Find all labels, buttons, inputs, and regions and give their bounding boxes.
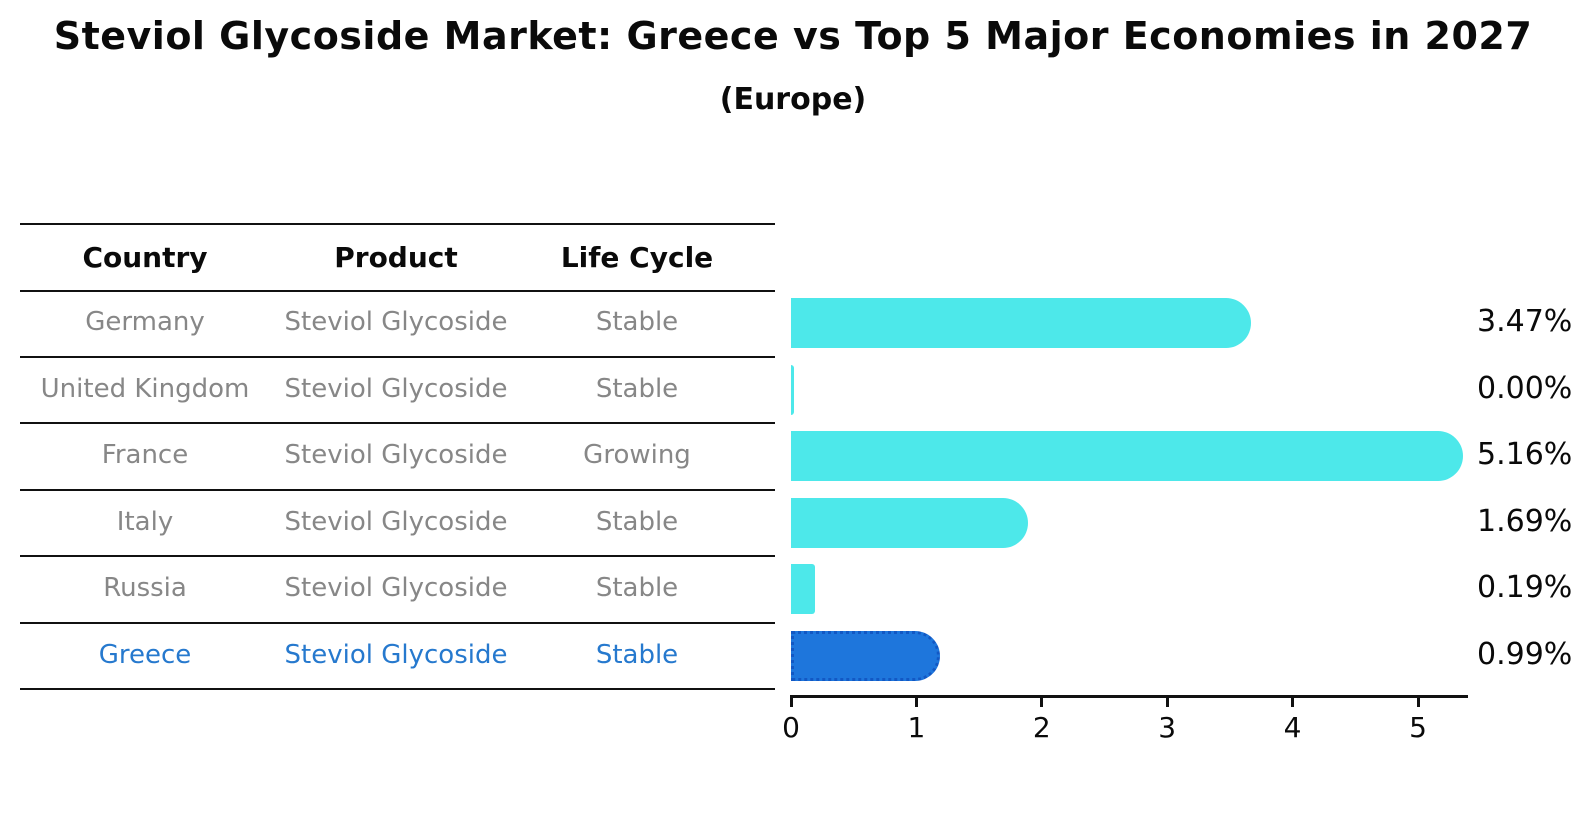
column-header-country: Country [82,241,208,274]
table-cell-life-cycle-germany: Stable [595,307,679,337]
table-cell-product-germany: Steviol Glycoside [284,307,508,337]
value-label-italy: 1.69% [1477,503,1573,539]
page-subtitle: (Europe) [719,82,867,117]
table-cell-life-cycle-france: Growing [583,440,691,470]
table-cell-product-italy: Steviol Glycoside [284,506,508,537]
table-cell-life-cycle-united-kingdom: Stable [595,373,679,404]
bar-greece [791,630,941,681]
x-axis-tick-label-0: 0 [782,711,800,744]
table-cell-life-cycle-greece: Stable [595,639,679,670]
value-label-united-kingdom: 0.00% [1477,370,1573,406]
x-axis-tick-1 [914,698,918,707]
bar-united-kingdom [791,364,794,415]
bar-france [791,431,1464,482]
header-divider-line [20,290,775,292]
bar-italy [791,497,1028,548]
table-cell-country-united-kingdom: United Kingdom [40,373,250,404]
table-cell-product-russia: Steviol Glycoside [284,573,508,603]
x-axis-tick-label-4: 4 [1283,711,1302,744]
value-label-russia: 0.19% [1477,570,1573,606]
x-axis-line [790,695,1468,698]
table-cell-country-germany: Germany [85,307,205,337]
bar-russia [791,564,815,615]
table-cell-product-greece: Steviol Glycoside [284,639,508,670]
row-divider-line [20,422,775,424]
x-axis-tick-2 [1040,698,1044,707]
column-header-life-cycle: Life Cycle [560,241,714,274]
x-axis-tick-4 [1291,698,1295,707]
table-cell-life-cycle-russia: Stable [595,573,679,603]
row-divider-line [20,555,775,557]
row-divider-line [20,488,775,491]
table-top-line [20,223,775,225]
x-axis-tick-0 [789,698,793,707]
x-axis-tick-label-5: 5 [1409,711,1427,744]
page-title: Steviol Glycoside Market: Greece vs Top … [53,14,1533,58]
column-header-product: Product [334,241,458,274]
table-cell-country-france: France [101,440,189,470]
table-cell-country-greece: Greece [98,639,192,670]
x-axis-tick-label-3: 3 [1158,711,1177,744]
table-cell-country-italy: Italy [116,506,174,537]
table-cell-product-france: Steviol Glycoside [284,440,508,470]
x-axis-tick-label-2: 2 [1032,711,1051,744]
bar-germany [791,298,1252,349]
x-axis-tick-5 [1416,698,1420,707]
table-cell-product-united-kingdom: Steviol Glycoside [284,373,508,404]
value-label-greece: 0.99% [1477,636,1573,672]
x-axis-tick-label-1: 1 [907,711,926,744]
table-cell-life-cycle-italy: Stable [595,506,679,537]
row-divider-line [20,688,775,690]
table-cell-country-russia: Russia [103,573,187,603]
row-divider-line [20,621,775,624]
value-label-france: 5.16% [1477,437,1573,473]
x-axis-tick-3 [1165,698,1169,707]
row-divider-line [20,355,775,358]
value-label-germany: 3.47% [1477,304,1573,340]
